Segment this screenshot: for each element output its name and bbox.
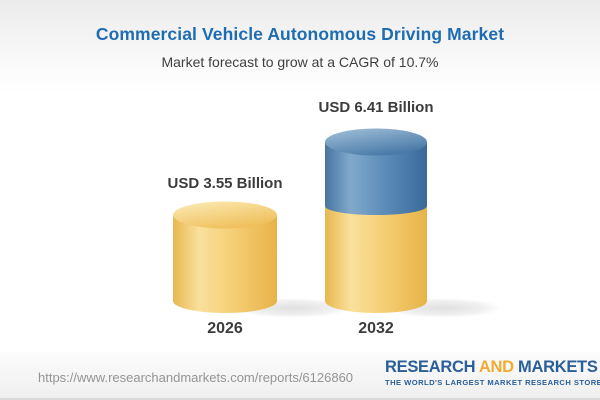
value-label-2026: USD 3.55 Billion <box>167 175 283 192</box>
logo-tagline: THE WORLD'S LARGEST MARKET RESEARCH STOR… <box>385 378 600 387</box>
axis-label-2032: 2032 <box>358 320 394 337</box>
header-band <box>0 0 600 92</box>
logo-word-and: AND <box>478 358 514 376</box>
chart-title: Commercial Vehicle Autonomous Driving Ma… <box>95 24 505 44</box>
chart-subtitle: Market forecast to grow at a CAGR of 10.… <box>161 54 439 70</box>
value-label-2032: USD 6.41 Billion <box>318 99 434 116</box>
bar-2032-growth-segment <box>325 142 427 215</box>
report-url: https://www.researchandmarkets.com/repor… <box>38 370 354 385</box>
logo-word-markets: MARKETS <box>518 358 598 376</box>
bar-2032-cylinder <box>325 128 427 313</box>
logo-word-research: RESEARCH <box>385 358 476 376</box>
research-and-markets-logo: RESEARCH AND MARKETS THE WORLD'S LARGEST… <box>385 358 600 387</box>
logo-wordmark: RESEARCH AND MARKETS <box>385 358 598 377</box>
bar-2026-cylinder <box>173 201 277 313</box>
axis-label-2026: 2026 <box>207 320 243 337</box>
bar-2032-base-segment <box>325 206 427 313</box>
footer-band <box>0 352 600 400</box>
